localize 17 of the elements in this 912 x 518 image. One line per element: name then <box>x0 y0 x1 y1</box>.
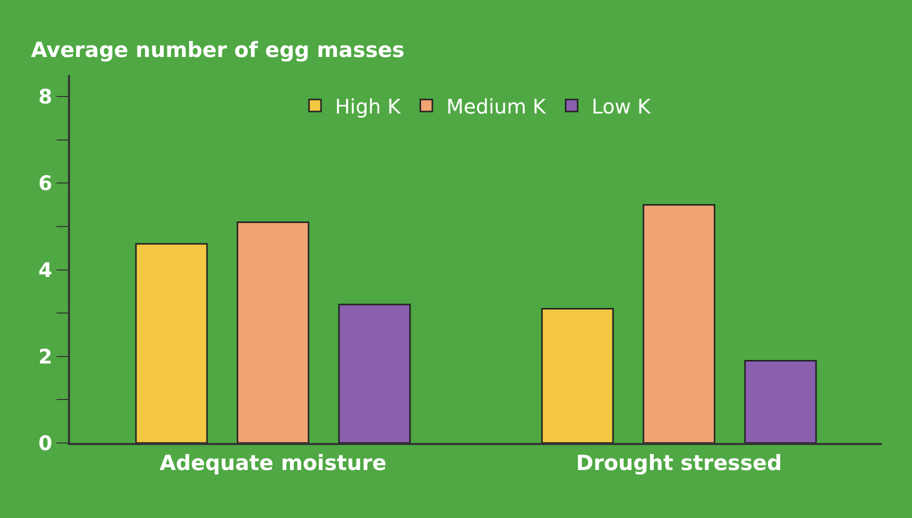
y-tick-label: 0 <box>38 431 52 455</box>
bar <box>541 308 614 443</box>
bar <box>642 204 716 443</box>
y-axis-title: Average number of egg masses <box>31 38 405 62</box>
bar <box>338 304 411 443</box>
bar <box>135 243 208 443</box>
legend-label: High K <box>335 94 402 118</box>
y-tick-label: 4 <box>38 258 52 282</box>
bar <box>236 221 310 443</box>
legend-label: Medium K <box>446 94 547 118</box>
bar <box>744 360 817 443</box>
y-tick-label: 6 <box>38 171 52 196</box>
y-tick-label: 8 <box>38 84 52 109</box>
x-tick-label: Drought stressed <box>576 450 782 475</box>
x-tick-label: Adequate moisture <box>160 450 386 475</box>
legend-label: Low K <box>592 94 652 118</box>
y-tick-label: 2 <box>38 344 52 368</box>
